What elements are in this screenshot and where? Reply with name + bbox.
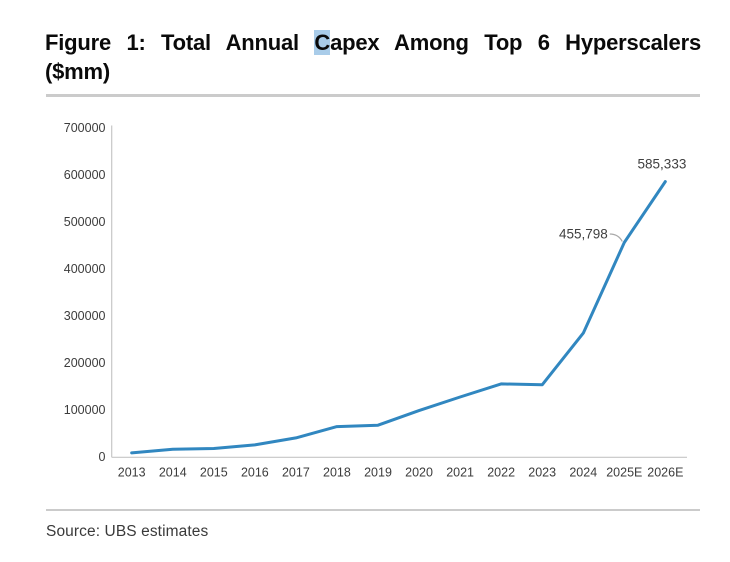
x-axis-tick-label: 2020 (405, 466, 433, 480)
x-axis-tick-label: 2021 (446, 466, 474, 480)
x-axis-tick-label: 2014 (159, 466, 187, 480)
figure-title-units: ($mm) (45, 59, 111, 84)
y-axis-tick-label: 500000 (64, 215, 106, 229)
x-axis-tick-label: 2024 (569, 466, 597, 480)
figure-title-post: apex Among Top 6 Hyperscalers (330, 30, 701, 55)
x-axis-tick-label: 2022 (487, 466, 515, 480)
source-text: Source: UBS estimates (46, 523, 209, 540)
x-axis-tick-label: 2017 (282, 466, 310, 480)
figure-title: Figure 1: Total Annual Capex Among Top 6… (45, 28, 701, 86)
y-axis-tick-label: 400000 (64, 262, 106, 276)
x-axis-tick-label: 2013 (118, 466, 146, 480)
y-axis-tick-label: 0 (99, 450, 106, 464)
y-axis-tick-label: 100000 (64, 403, 106, 417)
capex-line-series (130, 180, 667, 455)
y-axis-tick-label: 300000 (64, 309, 106, 323)
x-axis-tick-label: 2025E (606, 466, 642, 480)
x-axis-tick-label: 2019 (364, 466, 392, 480)
annotation-label: 585,333 (638, 157, 687, 172)
title-divider (46, 94, 700, 97)
x-axis-tick-label: 2018 (323, 466, 351, 480)
figure-title-line1: Figure 1: Total Annual Capex Among Top 6… (45, 28, 701, 57)
figure-title-highlight: C (314, 30, 331, 55)
x-axis-tick-label: 2026E (647, 466, 683, 480)
source-divider (46, 509, 700, 511)
y-axis-tick-label: 700000 (64, 121, 106, 135)
x-axis-tick-label: 2023 (528, 466, 556, 480)
annotation-leader-line (609, 233, 623, 242)
x-axis-tick-label: 2016 (241, 466, 269, 480)
figure-title-pre: Figure 1: Total Annual (45, 30, 315, 55)
y-axis-tick-label: 200000 (64, 356, 106, 370)
annotation-label: 455,798 (559, 226, 608, 241)
x-axis-tick-label: 2015 (200, 466, 228, 480)
y-axis-tick-label: 600000 (64, 168, 106, 182)
